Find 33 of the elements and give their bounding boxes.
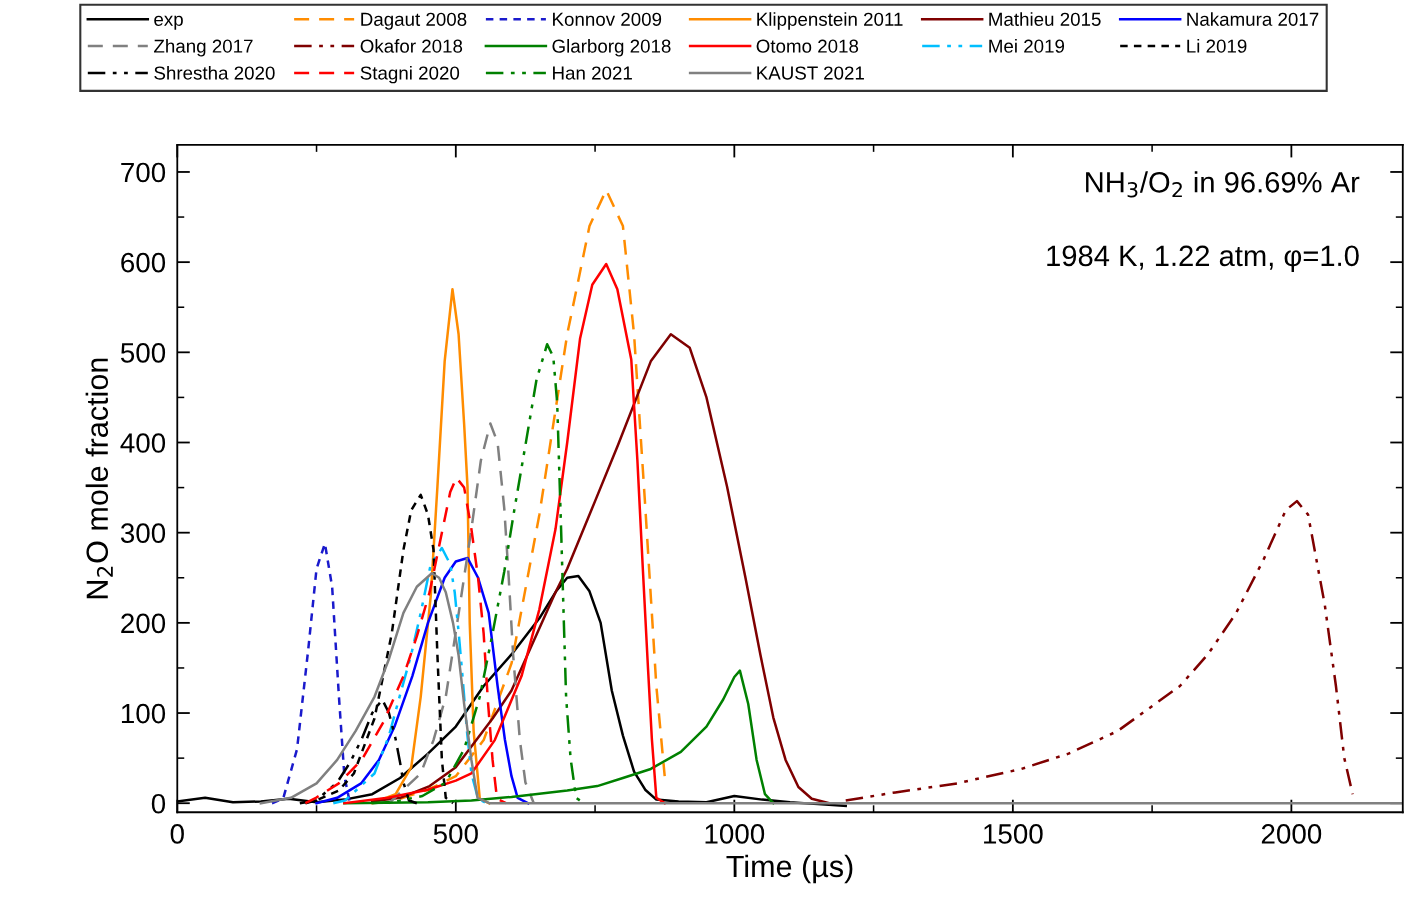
y-axis-title: N$_{2}$O mole fraction xyxy=(85,358,113,599)
y-tick-label: 200 xyxy=(121,613,166,634)
legend-label: Okafor 2018 xyxy=(360,39,463,53)
legend-label: Klippenstein 2011 xyxy=(757,12,903,30)
x-tick-label: 1500 xyxy=(984,824,1043,844)
x-tick-label: 500 xyxy=(433,824,478,844)
y-tick-label: 0 xyxy=(151,793,166,814)
legend-label: Han 2021 xyxy=(553,66,632,80)
legend-label: Dagaut 2008 xyxy=(361,12,467,30)
y-tick-label: 100 xyxy=(121,703,166,724)
legend-label: Mei 2019 xyxy=(989,39,1065,53)
y-tick-label: 400 xyxy=(120,433,166,453)
y-tick-label: 600 xyxy=(121,252,166,273)
y-tick-label: 500 xyxy=(120,342,166,363)
legend-label: Otomo 2018 xyxy=(756,39,859,53)
x-tick-label: 1000 xyxy=(705,824,765,844)
legend-label: Konnov 2009 xyxy=(553,12,662,26)
legend-label: KAUST 2021 xyxy=(757,66,864,80)
legend-label: Shrestha 2020 xyxy=(154,65,275,80)
annotation: NH$_{3}$/O$_{2}$ in 96.69% Ar xyxy=(1086,171,1360,198)
legend-label: Li 2019 xyxy=(1187,39,1247,53)
y-tick-label: 300 xyxy=(120,523,166,544)
x-tick-label: 2000 xyxy=(1261,824,1322,844)
legend-label: Mathieu 2015 xyxy=(989,12,1101,26)
annotation: 1984 K, 1.22 atm, φ=1.0 xyxy=(1047,245,1359,272)
y-tick-label: 700 xyxy=(121,162,166,183)
legend-label: Zhang 2017 xyxy=(154,39,253,57)
x-tick-label: 0 xyxy=(170,824,184,844)
legend-label: Glarborg 2018 xyxy=(552,39,671,57)
legend-label: Stagni 2020 xyxy=(360,65,460,84)
legend-label: exp xyxy=(154,15,183,30)
x-axis-title: Time (µs) xyxy=(726,854,853,884)
legend-label: Nakamura 2017 xyxy=(1187,12,1319,26)
